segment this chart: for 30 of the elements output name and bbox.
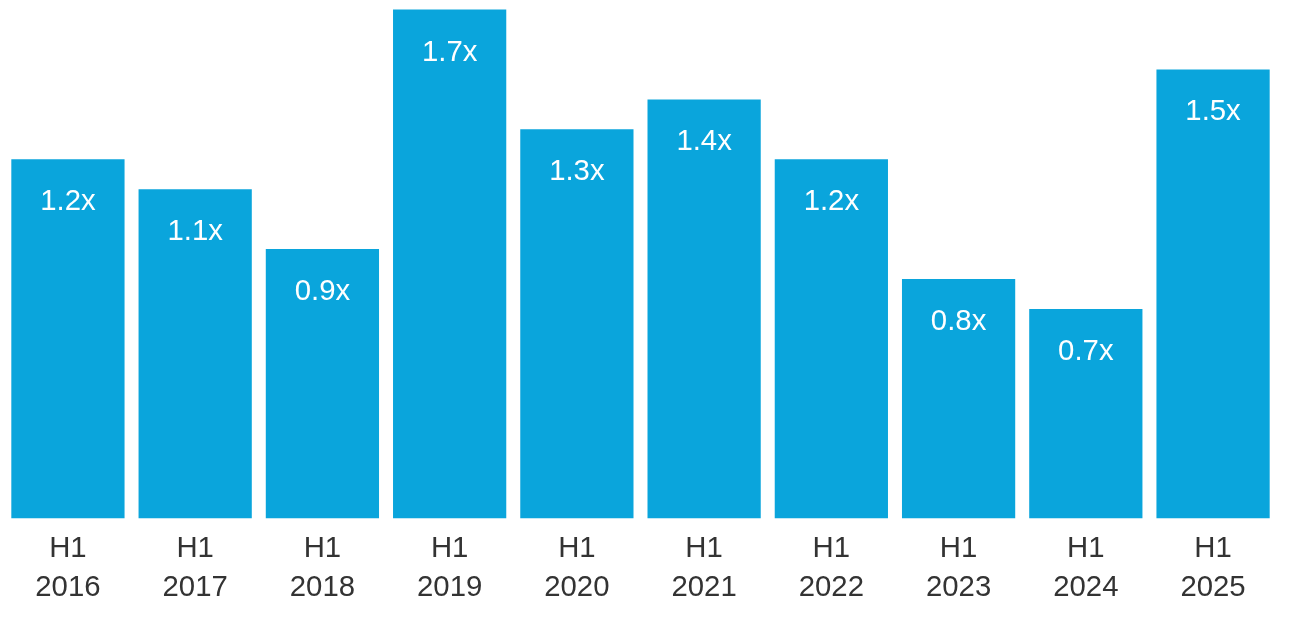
data-label: 1.4x (676, 123, 733, 157)
data-label: 0.8x (930, 303, 987, 337)
x-tick-label: H1 2025 (1180, 529, 1246, 603)
bar (647, 99, 761, 519)
x-tick-label: H1 2020 (544, 529, 610, 603)
x-tick-label: H1 2017 (162, 529, 228, 603)
data-label: 1.5x (1185, 93, 1242, 127)
data-label: 1.7x (421, 33, 478, 67)
bar (138, 189, 252, 519)
x-tick-label: H1 2023 (925, 529, 992, 603)
x-tick-label: H1 2022 (798, 529, 864, 603)
bar (265, 249, 380, 519)
bar (901, 279, 1016, 519)
bar (393, 9, 507, 519)
data-label: 0.9x (294, 273, 351, 307)
bar (774, 159, 888, 519)
data-label: 1.2x (803, 183, 860, 217)
x-tick-label: H1 2018 (289, 529, 356, 603)
bar (1029, 308, 1143, 519)
bar (520, 129, 634, 519)
bar (1156, 69, 1270, 519)
x-tick-label: H1 2021 (671, 529, 737, 603)
x-tick-label: H1 2016 (35, 529, 101, 603)
data-label: 1.1x (167, 213, 224, 247)
x-tick-label: H1 2024 (1053, 529, 1119, 603)
x-tick-label: H1 2019 (417, 529, 483, 603)
data-label: 0.7x (1058, 332, 1114, 366)
data-label: 1.3x (549, 153, 605, 187)
bar (11, 159, 125, 519)
data-label: 1.2x (40, 183, 96, 217)
